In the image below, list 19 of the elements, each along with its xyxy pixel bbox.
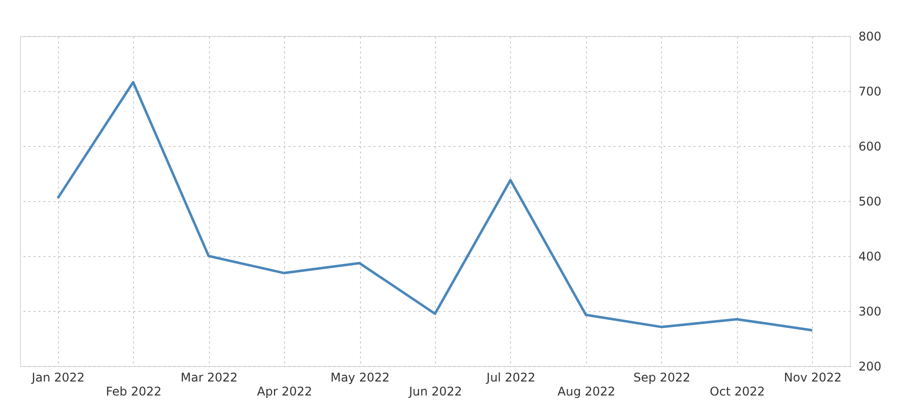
y-tick-label: 300 xyxy=(858,304,882,318)
y-tick-label: 200 xyxy=(858,360,882,374)
y-tick-label: 800 xyxy=(858,30,882,44)
x-tick-label: Oct 2022 xyxy=(710,384,765,398)
x-tick-label: Sep 2022 xyxy=(633,370,690,384)
x-tick-label: Nov 2022 xyxy=(784,370,842,384)
y-tick-label: 400 xyxy=(858,250,882,264)
x-tick-label: Jul 2022 xyxy=(486,370,536,384)
x-tick-label: Jun 2022 xyxy=(408,384,462,398)
y-tick-label: 500 xyxy=(858,194,882,208)
line-series xyxy=(56,80,814,332)
y-tick-label: 600 xyxy=(858,140,882,154)
y-tick-label: 700 xyxy=(858,84,882,98)
x-tick-label: Jan 2022 xyxy=(30,370,85,384)
x-tick-label: Feb 2022 xyxy=(106,384,162,398)
x-tick-label: May 2022 xyxy=(330,370,390,384)
x-tick-label: Aug 2022 xyxy=(558,384,616,398)
x-tick-label: Apr 2022 xyxy=(257,384,312,398)
x-tick-label: Mar 2022 xyxy=(180,370,238,384)
